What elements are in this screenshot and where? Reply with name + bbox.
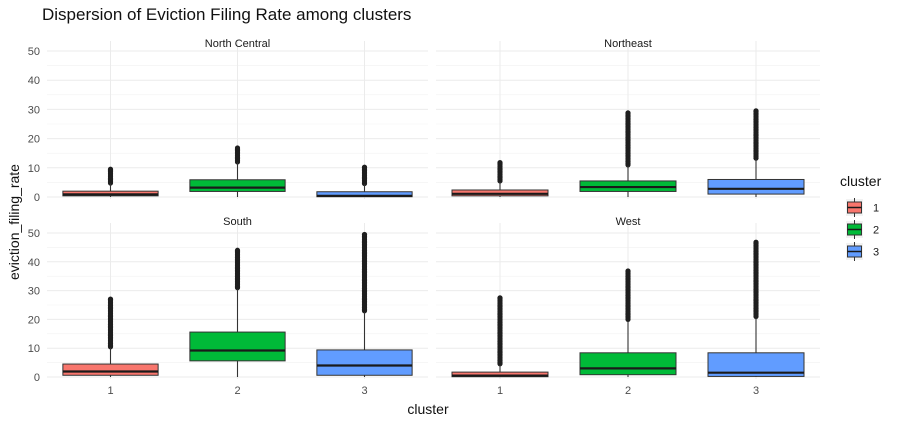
box-cluster-3 — [316, 164, 413, 198]
box-cluster-1 — [62, 296, 159, 377]
legend-label: 3 — [873, 247, 879, 259]
box-cluster-2 — [579, 268, 677, 377]
facet-panel-west: West 1 2 3 — [436, 216, 820, 397]
legend-label: 2 — [873, 225, 879, 237]
outlier-point — [234, 247, 241, 253]
box-iqr — [451, 371, 549, 378]
x-tick-label: 2 — [625, 385, 631, 397]
box-cluster-2 — [189, 145, 286, 197]
facet-panel-south: South 0 10 20 30 40 50 1 2 3 — [28, 216, 428, 397]
facet-panel-northeast: Northeast — [436, 38, 820, 199]
box-iqr — [316, 349, 413, 376]
legend: cluster 1 2 3 — [840, 173, 882, 261]
y-tick-label: 50 — [28, 46, 40, 58]
x-tick-label: 1 — [107, 385, 113, 397]
facet-strip-label: North Central — [205, 38, 270, 50]
outlier-point — [625, 110, 631, 116]
legend-title: cluster — [840, 173, 882, 189]
box-cluster-3 — [316, 231, 413, 377]
box-cluster-3 — [707, 108, 805, 197]
outlier-point — [107, 296, 114, 302]
y-tick-label: 20 — [28, 314, 40, 326]
legend-label: 1 — [873, 203, 879, 215]
chart-title: Dispersion of Eviction Filing Rate among… — [42, 5, 411, 24]
x-tick-label: 1 — [497, 385, 503, 397]
box-cluster-1 — [62, 166, 159, 197]
facet-strip-label: Northeast — [604, 38, 652, 50]
outlier-point — [753, 239, 759, 245]
legend-key-1: 1 — [846, 198, 879, 217]
y-tick-label: 40 — [28, 257, 40, 269]
y-tick-label: 10 — [28, 163, 40, 175]
box-cluster-1 — [451, 295, 549, 378]
box-iqr — [62, 363, 159, 376]
box-cluster-3 — [707, 239, 805, 377]
outlier-point — [234, 145, 241, 151]
box-iqr — [707, 178, 805, 195]
x-tick-label: 3 — [361, 385, 367, 397]
box-iqr — [707, 352, 805, 377]
x-tick-label: 2 — [234, 385, 240, 397]
outlier-point — [753, 108, 759, 114]
y-tick-label: 10 — [28, 343, 40, 355]
outlier-point — [107, 166, 114, 172]
legend-key-3: 3 — [846, 242, 879, 261]
facet-panels: North Central 0 10 20 30 40 50 Northeast South 0 1… — [28, 38, 820, 397]
outlier-point — [361, 231, 368, 238]
y-tick-label: 30 — [28, 104, 40, 116]
box-iqr — [189, 179, 286, 192]
outlier-point — [497, 295, 503, 301]
box-iqr — [579, 352, 677, 376]
box-cluster-1 — [451, 159, 549, 197]
legend-key-2: 2 — [846, 220, 879, 239]
box-iqr — [189, 331, 286, 362]
x-tick-label: 3 — [753, 385, 759, 397]
x-axis-title: cluster — [407, 401, 449, 417]
facet-strip-label: West — [616, 216, 641, 228]
facet-strip-label: South — [223, 216, 252, 228]
y-tick-label: 30 — [28, 286, 40, 298]
outlier-point — [497, 159, 503, 166]
y-tick-label: 20 — [28, 134, 40, 146]
facet-panel-north-central: North Central 0 10 20 30 40 50 — [28, 38, 428, 204]
y-axis-title: eviction_filing_rate — [6, 164, 22, 280]
box-cluster-2 — [189, 247, 286, 377]
y-tick-label: 0 — [34, 372, 40, 384]
y-tick-label: 40 — [28, 75, 40, 87]
outlier-point — [625, 268, 631, 274]
y-tick-label: 0 — [34, 192, 40, 204]
outlier-point — [361, 164, 368, 170]
y-tick-label: 50 — [28, 228, 40, 240]
box-cluster-2 — [579, 110, 677, 197]
